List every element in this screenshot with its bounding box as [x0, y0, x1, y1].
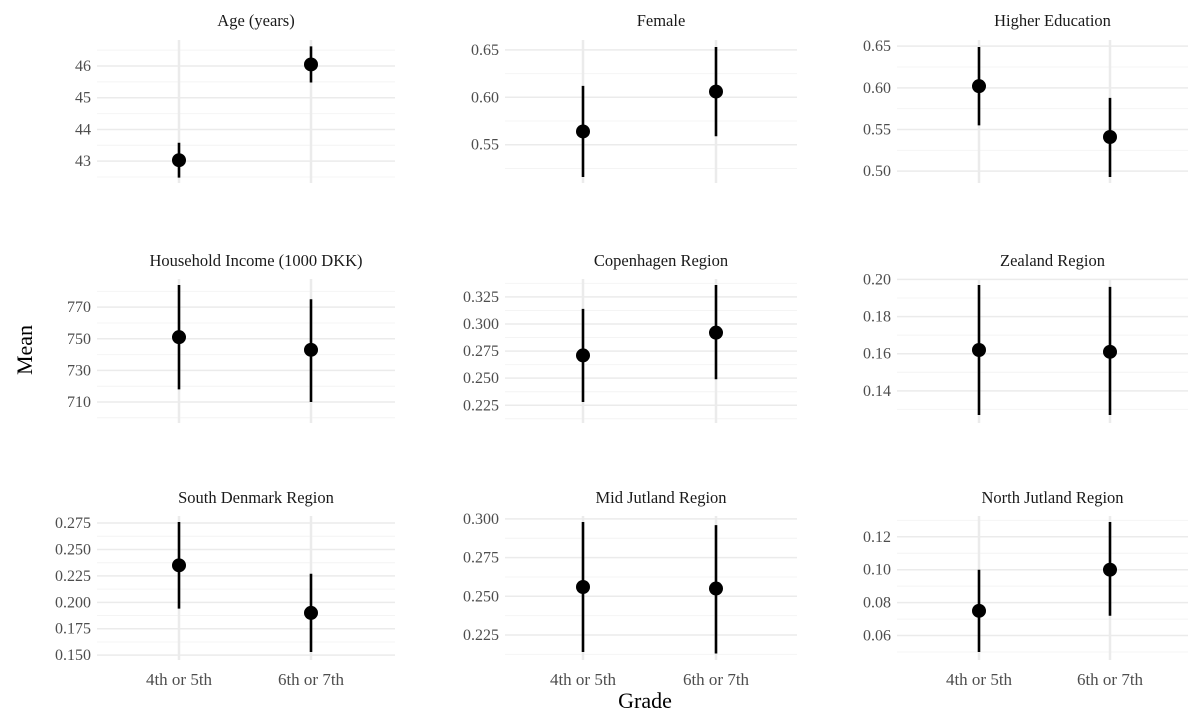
panel-title: Female	[637, 11, 686, 30]
data-point	[1103, 130, 1117, 144]
y-tick-label: 0.65	[471, 42, 499, 59]
panel-title: Copenhagen Region	[594, 251, 728, 270]
y-tick-label: 0.20	[863, 271, 891, 288]
panel-age-years: Age (years) 43 44 45 46	[75, 11, 395, 183]
data-point	[972, 343, 986, 357]
data-point	[172, 330, 186, 344]
x-tick-label: 6th or 7th	[1077, 670, 1144, 689]
y-tick-label: 0.12	[863, 529, 891, 546]
y-tick-label: 0.225	[55, 568, 91, 585]
y-tick-label: 710	[67, 394, 91, 411]
panels: Age (years)43444546Female0.550.600.65Hig…	[55, 11, 1188, 689]
y-tick-label: 0.60	[863, 80, 891, 97]
data-point	[709, 85, 723, 99]
y-tick-label: 0.175	[55, 621, 91, 638]
data-point	[304, 606, 318, 620]
y-tick-label: 0.10	[863, 562, 891, 579]
x-tick-label: 6th or 7th	[278, 670, 345, 689]
y-tick-label: 730	[67, 362, 91, 379]
y-tick-label: 0.55	[471, 137, 499, 154]
panel-title: Mid Jutland Region	[595, 488, 726, 507]
panel-higher-education: Higher Education 0.50 0.55 0.60 0.65	[863, 11, 1188, 183]
y-tick-label: 0.150	[55, 647, 91, 664]
data-point	[972, 604, 986, 618]
y-tick-label: 0.08	[863, 595, 891, 612]
y-tick-label: 0.16	[863, 346, 891, 363]
y-tick-label: 0.275	[463, 343, 499, 360]
panel-title: North Jutland Region	[981, 488, 1123, 507]
data-point	[972, 79, 986, 93]
panel-female: Female 0.55 0.60 0.65	[471, 11, 797, 183]
y-tick-label: 0.250	[55, 541, 91, 558]
panel-mid-jutland-region: Mid Jutland Region 0.225 0.250 0.275 0.300 4t…	[463, 488, 797, 689]
y-tick-label: 750	[67, 331, 91, 348]
y-tick-label: 0.250	[463, 588, 499, 605]
y-tick-label: 0.325	[463, 289, 499, 306]
y-axis-title: Mean	[12, 325, 37, 375]
data-point	[709, 326, 723, 340]
panel-household-income-1000-dkk: Household Income (1000 DKK) 710 730 750 770	[67, 251, 395, 423]
y-tick-label: 0.250	[463, 370, 499, 387]
data-point	[709, 582, 723, 596]
y-tick-label: 0.300	[463, 316, 499, 333]
y-tick-label: 43	[75, 153, 91, 170]
y-tick-label: 0.14	[863, 383, 891, 400]
panel-title: Higher Education	[994, 11, 1111, 30]
x-axis-title: Grade	[618, 688, 672, 713]
y-tick-label: 0.50	[863, 163, 891, 180]
data-point	[172, 153, 186, 167]
data-point	[304, 57, 318, 71]
y-tick-label: 46	[75, 58, 91, 75]
y-tick-label: 0.275	[55, 515, 91, 532]
y-tick-label: 0.55	[863, 122, 891, 139]
data-point	[1103, 345, 1117, 359]
data-point	[304, 343, 318, 357]
y-tick-label: 0.18	[863, 309, 891, 326]
y-tick-label: 770	[67, 299, 91, 316]
y-tick-label: 0.60	[471, 89, 499, 106]
y-tick-label: 0.275	[463, 550, 499, 567]
y-tick-label: 0.06	[863, 628, 891, 645]
x-tick-label: 4th or 5th	[946, 670, 1013, 689]
data-point	[576, 348, 590, 362]
x-tick-label: 4th or 5th	[146, 670, 213, 689]
data-point	[172, 558, 186, 572]
panel-title: Age (years)	[217, 11, 294, 30]
y-tick-label: 0.225	[463, 397, 499, 414]
y-tick-label: 0.65	[863, 38, 891, 55]
panel-zealand-region: Zealand Region 0.14 0.16 0.18 0.20	[863, 251, 1188, 423]
y-tick-label: 0.300	[463, 511, 499, 528]
y-tick-label: 0.225	[463, 627, 499, 644]
x-tick-label: 4th or 5th	[550, 670, 617, 689]
panel-title: South Denmark Region	[178, 488, 334, 507]
data-point	[576, 580, 590, 594]
x-tick-label: 6th or 7th	[683, 670, 750, 689]
panel-title: Household Income (1000 DKK)	[149, 251, 362, 270]
data-point	[1103, 563, 1117, 577]
y-tick-label: 0.200	[55, 594, 91, 611]
data-point	[576, 124, 590, 138]
panel-south-denmark-region: South Denmark Region 0.150 0.175 0.200 0.225…	[55, 488, 395, 689]
panel-title: Zealand Region	[1000, 251, 1105, 270]
y-tick-label: 45	[75, 90, 91, 107]
panel-copenhagen-region: Copenhagen Region 0.225 0.250 0.275 0.300 0.3…	[463, 251, 797, 423]
y-tick-label: 44	[75, 121, 91, 138]
panel-north-jutland-region: North Jutland Region 0.06 0.08 0.10 0.12 4th …	[863, 488, 1188, 689]
